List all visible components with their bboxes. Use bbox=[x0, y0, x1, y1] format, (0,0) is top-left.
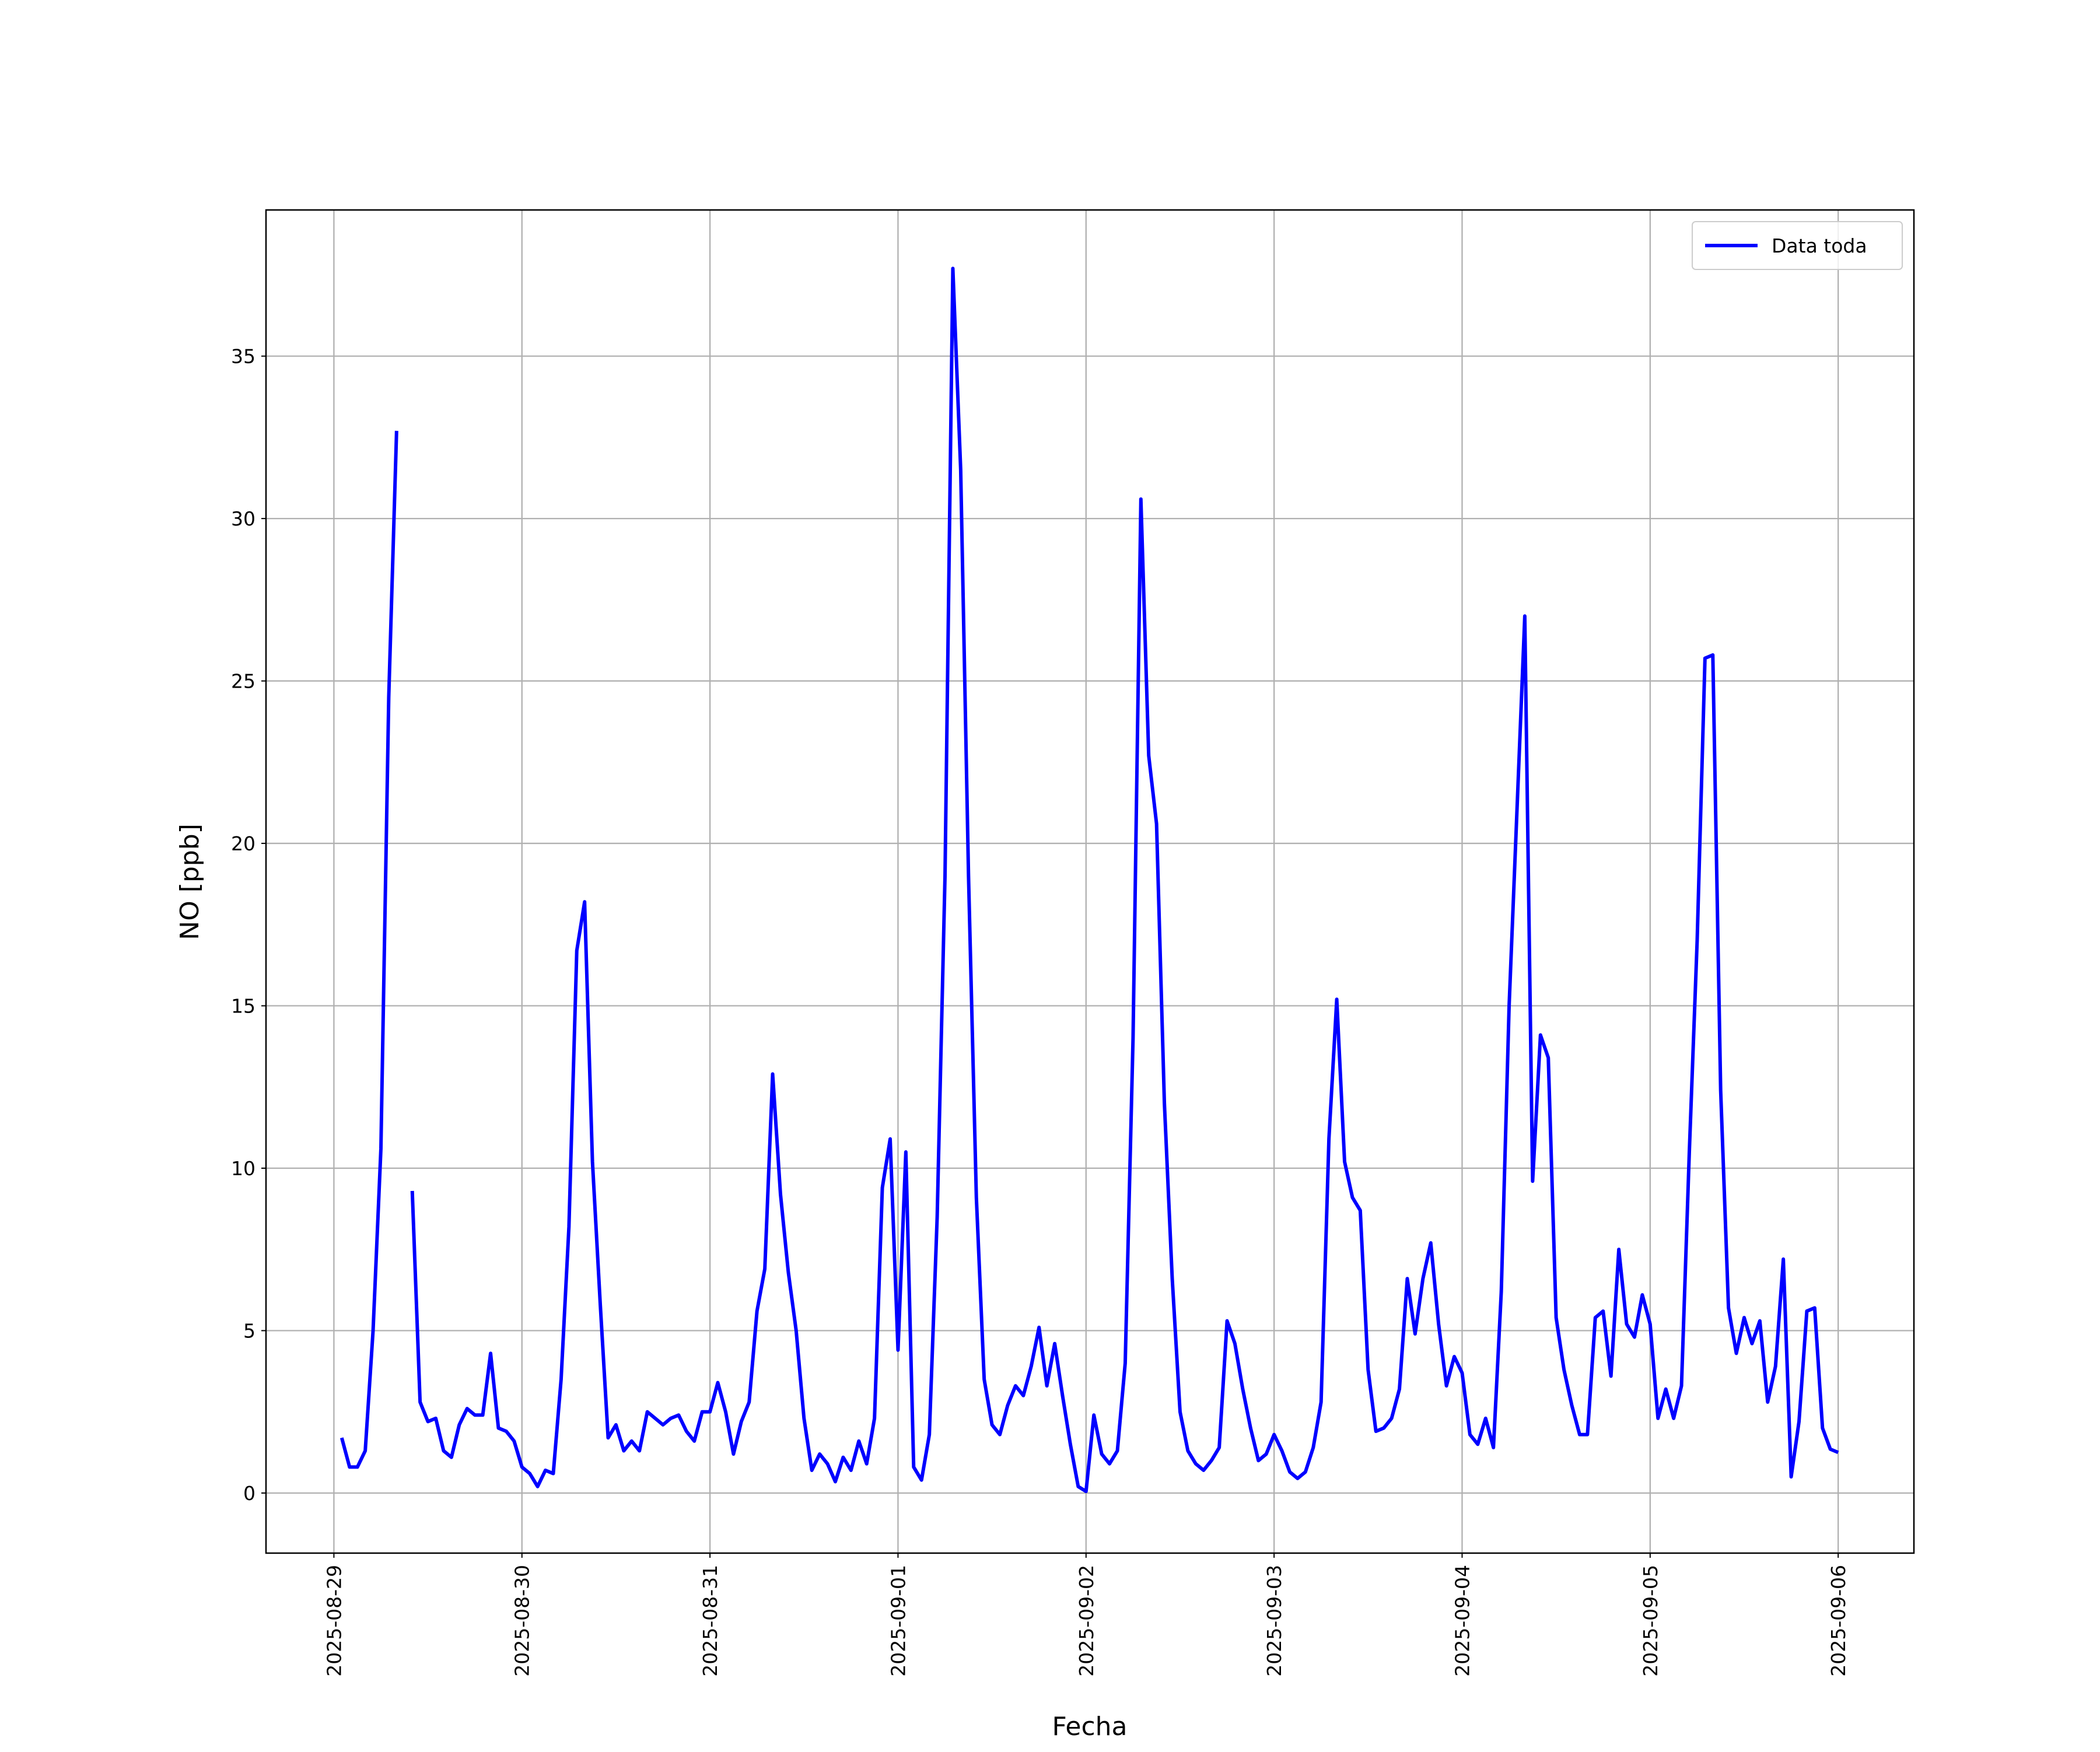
x-tick-label: 2025-08-31 bbox=[699, 1565, 722, 1677]
data-line bbox=[340, 430, 398, 1469]
x-tick-label: 2025-09-03 bbox=[1263, 1565, 1286, 1677]
x-tick-label: 2025-09-06 bbox=[1827, 1565, 1850, 1677]
x-tick-label: 2025-08-30 bbox=[511, 1565, 534, 1677]
y-tick-label: 25 bbox=[231, 670, 256, 693]
y-axis-label: NO [ppb] bbox=[175, 824, 205, 940]
x-tick-label: 2025-08-29 bbox=[323, 1565, 345, 1677]
legend-label: Data toda bbox=[1772, 234, 1867, 257]
x-tick-label: 2025-09-05 bbox=[1639, 1565, 1662, 1677]
x-tick-label: 2025-09-02 bbox=[1075, 1565, 1098, 1677]
y-tick-label: 30 bbox=[231, 507, 256, 530]
y-tick-label: 5 bbox=[243, 1319, 256, 1342]
x-tick-label: 2025-09-04 bbox=[1451, 1565, 1474, 1677]
legend-box bbox=[1692, 221, 1903, 270]
legend: Data toda bbox=[1692, 221, 1903, 270]
x-tick-label: 2025-09-01 bbox=[887, 1565, 909, 1677]
y-tick-label: 0 bbox=[243, 1482, 256, 1505]
y-tick-label: 20 bbox=[231, 832, 256, 855]
y-tick-label: 15 bbox=[231, 995, 256, 1018]
x-axis-label: Fecha bbox=[1052, 1712, 1127, 1742]
plot-frame bbox=[265, 209, 1915, 1554]
data-line bbox=[410, 267, 1839, 1494]
y-tick-label: 35 bbox=[231, 345, 256, 368]
y-tick-label: 10 bbox=[231, 1157, 256, 1180]
